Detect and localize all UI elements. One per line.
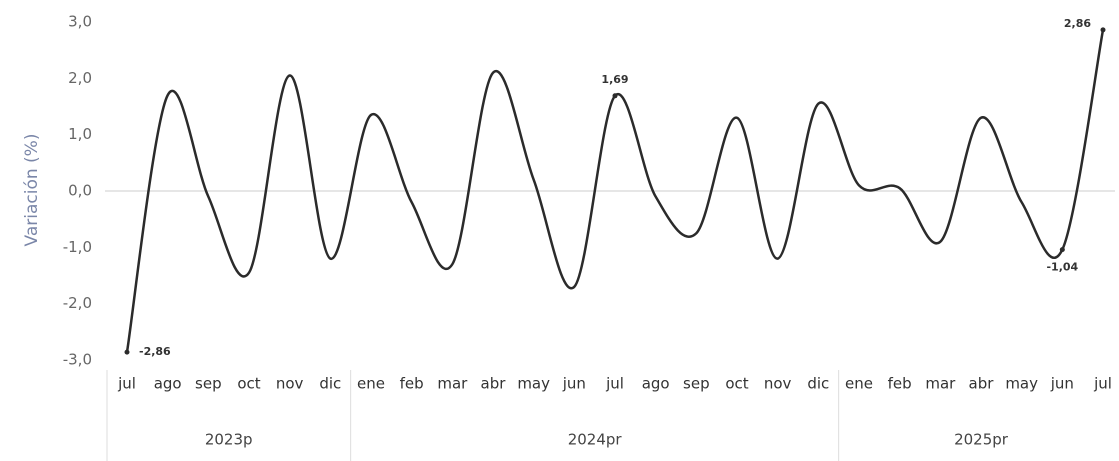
x-tick-label: oct: [725, 375, 748, 393]
data-label: -2,86: [139, 345, 171, 358]
line: [125, 29, 1105, 353]
x-tick-label: sep: [683, 375, 710, 393]
x-tick-label: mar: [925, 375, 956, 393]
x-tick-label: may: [517, 375, 550, 393]
x-tick-label: ago: [154, 375, 182, 393]
y-tick-label: 2,0: [68, 69, 92, 87]
y-tick-label: -1,0: [63, 238, 92, 256]
x-tick-label: jul: [1093, 375, 1112, 393]
y-tick-label: -3,0: [63, 351, 92, 369]
group-label: 2023p: [205, 431, 253, 449]
y-tick-label: 0,0: [68, 182, 92, 200]
group-label: 2024pr: [568, 431, 623, 449]
point: [1059, 247, 1065, 253]
x-tick-label: jul: [605, 375, 624, 393]
x-tick-label: ene: [357, 375, 385, 393]
x-tick-label: feb: [400, 375, 424, 393]
y-tick-label: 1,0: [68, 125, 92, 143]
x-tick-label: ago: [642, 375, 670, 393]
x-tick-label: ene: [845, 375, 873, 393]
x-tick-label: abr: [481, 375, 507, 393]
x-tick-label: feb: [888, 375, 912, 393]
x-tick-label: may: [1005, 375, 1038, 393]
x-tick-label: jun: [1050, 375, 1074, 393]
x-tick-label: oct: [237, 375, 260, 393]
x-tick-label: jun: [562, 375, 586, 393]
point: [124, 349, 130, 355]
x-tick-label: jul: [117, 375, 136, 393]
group-label: 2025pr: [954, 431, 1009, 449]
x-tick-label: nov: [276, 375, 304, 393]
data-label: 1,69: [601, 73, 628, 86]
x-tick-label: dic: [807, 375, 829, 393]
y-tick-label: -2,0: [63, 294, 92, 312]
x-tick-label: mar: [437, 375, 468, 393]
point: [612, 93, 618, 99]
x-tick-label: dic: [319, 375, 341, 393]
x-tick-label: sep: [195, 375, 222, 393]
x-tick-label: abr: [969, 375, 995, 393]
x-tick-label: nov: [764, 375, 792, 393]
y-axis-title: Variación (%): [22, 134, 42, 247]
data-label: -1,04: [1046, 261, 1078, 274]
y-tick-label: 3,0: [68, 13, 92, 31]
point: [1100, 27, 1106, 33]
data-label: 2,86: [1064, 17, 1091, 30]
